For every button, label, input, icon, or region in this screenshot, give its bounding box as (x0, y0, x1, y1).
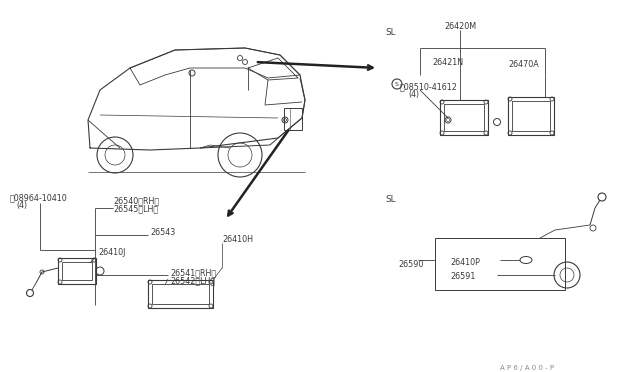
Bar (62, 262, 92, 280)
Text: Ⓜ08510-41612: Ⓜ08510-41612 (400, 82, 458, 91)
Text: 26410P: 26410P (450, 258, 480, 267)
Text: 26545（LH）: 26545（LH） (113, 204, 158, 213)
Bar (508, 97, 554, 135)
Bar (435, 238, 565, 290)
Text: ⓝ08964-10410: ⓝ08964-10410 (10, 193, 68, 202)
Bar (152, 284, 209, 304)
Text: 26590: 26590 (398, 260, 424, 269)
Text: SL: SL (385, 28, 396, 37)
Text: 26542（LH）: 26542（LH） (170, 276, 215, 285)
Text: SL: SL (385, 195, 396, 204)
Text: 26420M: 26420M (444, 22, 476, 31)
Bar (512, 101, 550, 131)
Text: 26410J: 26410J (98, 248, 125, 257)
Bar (148, 280, 213, 308)
Text: 26410H: 26410H (222, 235, 253, 244)
Text: 26543: 26543 (150, 228, 175, 237)
Bar (444, 104, 484, 131)
Text: 26540（RH）: 26540（RH） (113, 196, 159, 205)
Text: (4): (4) (408, 90, 419, 99)
Text: A P 6 / A 0 0 - P: A P 6 / A 0 0 - P (500, 365, 554, 371)
Text: 26470A: 26470A (508, 60, 539, 69)
Text: S: S (395, 82, 399, 87)
Text: 26541（RH）: 26541（RH） (170, 268, 216, 277)
Bar (58, 258, 96, 284)
Text: (4): (4) (16, 201, 27, 210)
Text: 26591: 26591 (450, 272, 476, 281)
Bar (440, 100, 488, 135)
Bar (284, 108, 302, 130)
Text: 26421N: 26421N (432, 58, 463, 67)
